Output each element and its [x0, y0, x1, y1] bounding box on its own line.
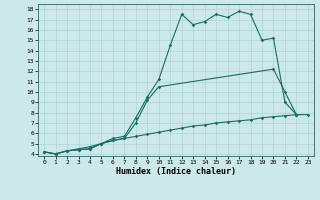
X-axis label: Humidex (Indice chaleur): Humidex (Indice chaleur)	[116, 167, 236, 176]
